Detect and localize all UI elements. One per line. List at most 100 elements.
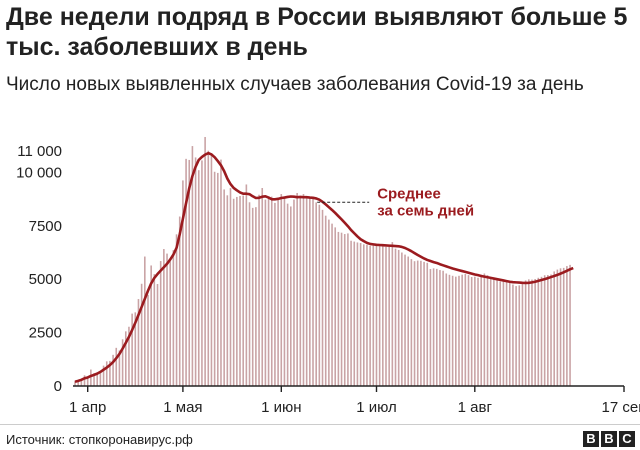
bar [540,276,543,386]
bar [105,361,108,386]
bar [150,265,152,386]
bar [394,248,397,386]
bar [508,282,511,386]
bar [416,260,419,386]
x-axis-ticks: 1 апр 1 мая 1 июн 1 июл 1 авг 17 сен [69,386,640,416]
bar [366,244,368,386]
footer-divider [0,424,640,425]
bar [185,158,187,386]
bar [239,195,241,386]
bar [512,284,514,386]
bar [334,227,337,387]
bar [420,260,422,386]
bar [556,269,559,386]
bar [347,233,349,386]
bar [502,280,505,386]
bar [305,196,308,386]
bar [499,281,502,386]
bar [337,231,340,386]
bar [83,375,86,386]
bar [461,274,463,386]
bar [207,150,210,386]
bar [236,196,238,386]
bar [521,281,524,386]
bar [429,269,432,386]
bar [258,194,260,386]
bar [496,279,498,386]
bar [312,198,314,386]
bar [356,242,359,386]
bar [543,275,546,386]
annotation-label-line-2: за семь дней [377,202,474,219]
bar [435,268,438,386]
bar [353,241,356,386]
x-tick-label: 1 апр [69,399,106,416]
bar [528,279,530,386]
bar [524,280,527,386]
bar [156,284,159,386]
bar [362,244,365,386]
bar [261,188,264,386]
bar [467,275,470,386]
bar [518,285,521,386]
bar [277,198,279,386]
bar [426,262,429,386]
bar [315,202,317,386]
y-tick-label: 2500 [29,325,62,342]
bar [407,256,409,386]
bar [534,278,536,386]
bar [159,261,162,386]
bar [553,271,555,386]
bar [140,283,143,386]
bar [131,313,133,386]
bar [245,184,248,386]
bar [451,275,454,386]
bar [382,246,384,386]
bar [318,204,321,386]
y-tick-label: 5000 [29,271,62,288]
bar [458,275,460,386]
bar [172,250,175,386]
bar [128,326,130,386]
bar [178,216,181,386]
bar [194,157,197,386]
bar [229,188,232,386]
bar [213,171,216,386]
bar [324,215,327,386]
bar [255,207,257,386]
bar [493,278,495,386]
bar [547,275,549,386]
bar [210,153,213,386]
x-tick-label: 1 мая [163,399,202,416]
bar [474,276,476,386]
bar [293,199,295,386]
y-tick-label: 10 000 [16,164,62,181]
bar [369,245,371,386]
bar [299,197,302,386]
bar [137,299,140,386]
bar [90,369,92,386]
logo-letter: C [619,431,635,447]
bar [343,234,346,386]
bar [267,196,270,386]
bar [328,219,330,386]
bar [274,202,276,386]
bar [566,266,568,386]
bar [283,197,286,386]
bar [96,373,99,386]
bar [204,136,206,386]
chart-subtitle: Число новых выявленных случаев заболеван… [6,74,584,95]
bar [251,207,254,386]
bar [531,279,533,386]
bar [321,209,324,386]
bar [442,270,444,386]
bar [483,273,486,386]
bar [350,240,352,386]
bar [372,244,375,386]
bar [375,245,378,386]
bar [223,189,225,386]
bar [569,264,571,386]
bar [423,261,425,386]
bar [550,274,552,386]
bar [391,242,394,386]
